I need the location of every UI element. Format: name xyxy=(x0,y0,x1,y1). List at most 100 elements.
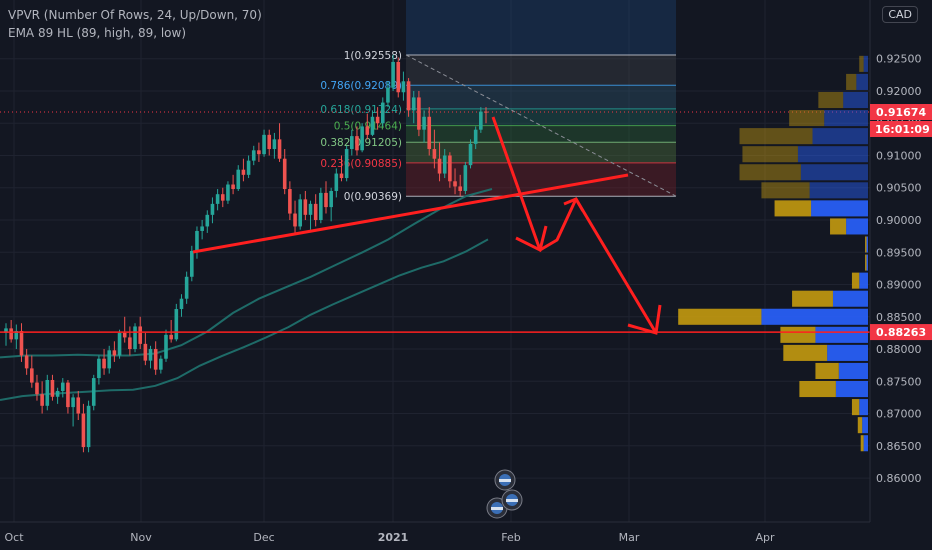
volume-profile-up-bar xyxy=(856,73,868,90)
candle-body xyxy=(319,192,323,220)
candle-body xyxy=(143,343,148,361)
volume-profile-up-bar xyxy=(863,435,868,452)
candle-body xyxy=(117,332,122,356)
price-axis-tick: 0.87000 xyxy=(876,408,922,421)
candle-body xyxy=(195,230,199,251)
volume-profile-up-bar xyxy=(800,164,868,181)
price-axis-tick: 0.90000 xyxy=(876,214,922,227)
fib-zone xyxy=(406,142,676,163)
volume-profile-up-bar xyxy=(812,128,868,145)
candle-body xyxy=(313,203,318,220)
volume-profile-up-bar xyxy=(838,362,868,379)
candle-body xyxy=(339,173,344,179)
candle-body xyxy=(370,116,375,135)
volume-profile-down-bar xyxy=(792,290,833,307)
volume-profile-down-bar xyxy=(774,200,812,217)
volume-profile-down-bar xyxy=(857,417,863,434)
candle-body xyxy=(458,186,462,191)
arrowhead-drawing xyxy=(515,225,548,253)
fib-zone xyxy=(406,108,676,126)
candle-body xyxy=(293,213,297,227)
volume-profile-down-bar xyxy=(846,73,857,90)
candle-body xyxy=(102,358,106,369)
candle-body xyxy=(236,169,241,190)
vpvr-legend[interactable]: VPVR (Number Of Rows, 24, Up/Down, 70) xyxy=(8,8,262,22)
candle-body xyxy=(40,394,44,406)
candle-body xyxy=(344,149,349,179)
candle-body xyxy=(164,334,168,359)
volume-profile-up-bar xyxy=(824,110,868,127)
price-axis-tick: 0.87500 xyxy=(876,375,922,388)
time-axis-tick: Mar xyxy=(619,531,640,544)
fib-zone xyxy=(406,54,676,86)
volume-profile-down-bar xyxy=(830,218,847,235)
candle-body xyxy=(432,149,437,159)
candle-body xyxy=(427,116,432,150)
volume-profile-down-bar xyxy=(678,308,762,325)
candle-body xyxy=(473,129,478,144)
candle-body xyxy=(391,61,395,88)
candle-body xyxy=(324,192,328,208)
volume-profile-up-bar xyxy=(866,254,868,271)
candle-body xyxy=(463,165,468,191)
volume-profile-down-bar xyxy=(739,128,813,145)
candle-body xyxy=(288,189,292,214)
volume-profile-down-bar xyxy=(859,55,864,72)
candle-body xyxy=(350,136,354,150)
candle-body xyxy=(81,413,86,448)
volume-profile-down-bar xyxy=(780,326,816,343)
candle-body xyxy=(437,158,442,174)
candle-body xyxy=(35,382,39,395)
candle-body xyxy=(30,368,34,383)
candle-body xyxy=(226,184,230,201)
candle-body xyxy=(215,194,220,204)
candle-body xyxy=(303,199,308,215)
candle-body xyxy=(148,349,153,361)
candle-body xyxy=(138,326,142,344)
candle-body xyxy=(50,380,55,397)
candle-body xyxy=(282,158,287,190)
volume-profile-up-bar xyxy=(835,381,868,398)
candle-body xyxy=(55,390,60,397)
time-axis-tick: Feb xyxy=(501,531,520,544)
candle-body xyxy=(241,169,246,175)
volume-profile-down-bar xyxy=(742,146,798,163)
candle-body xyxy=(19,330,24,356)
volume-profile-up-bar xyxy=(797,146,868,163)
currency-badge[interactable]: CAD xyxy=(882,6,918,23)
candle-body xyxy=(277,139,282,159)
candle-body xyxy=(205,214,210,227)
fib-trend-line xyxy=(405,54,677,197)
candle-body xyxy=(396,61,401,93)
volume-profile-down-bar xyxy=(865,254,867,271)
candle-body xyxy=(251,150,256,161)
ema-legend[interactable]: EMA 89 HL (89, high, 89, low) xyxy=(8,26,187,40)
candle-body xyxy=(97,358,101,379)
candle-body xyxy=(66,382,70,408)
fib-level-label: 1(0.92558) xyxy=(344,50,402,62)
volume-profile-down-bar xyxy=(860,435,864,452)
candle-body xyxy=(334,173,339,191)
candle-body xyxy=(257,150,261,155)
volume-profile-up-bar xyxy=(846,218,868,235)
forecast-path-drawing xyxy=(491,116,658,334)
countdown-tag-background xyxy=(870,121,932,137)
fib-extension-zone xyxy=(406,0,676,55)
candle-body xyxy=(60,382,65,391)
candle-body xyxy=(231,184,235,190)
volume-profile-down-bar xyxy=(739,164,801,181)
ema-low-line xyxy=(0,238,489,401)
candle-body xyxy=(14,330,19,340)
candle-body xyxy=(401,81,406,93)
candle-body xyxy=(479,111,483,130)
price-axis-tick: 0.88000 xyxy=(876,343,922,356)
candle-body xyxy=(267,134,272,150)
candle-body xyxy=(355,136,359,151)
time-axis-tick: Oct xyxy=(4,531,24,544)
candle-body xyxy=(329,190,333,208)
price-axis-tick: 0.92000 xyxy=(876,85,922,98)
volume-profile-up-bar xyxy=(809,182,868,199)
candle-body xyxy=(174,309,179,340)
